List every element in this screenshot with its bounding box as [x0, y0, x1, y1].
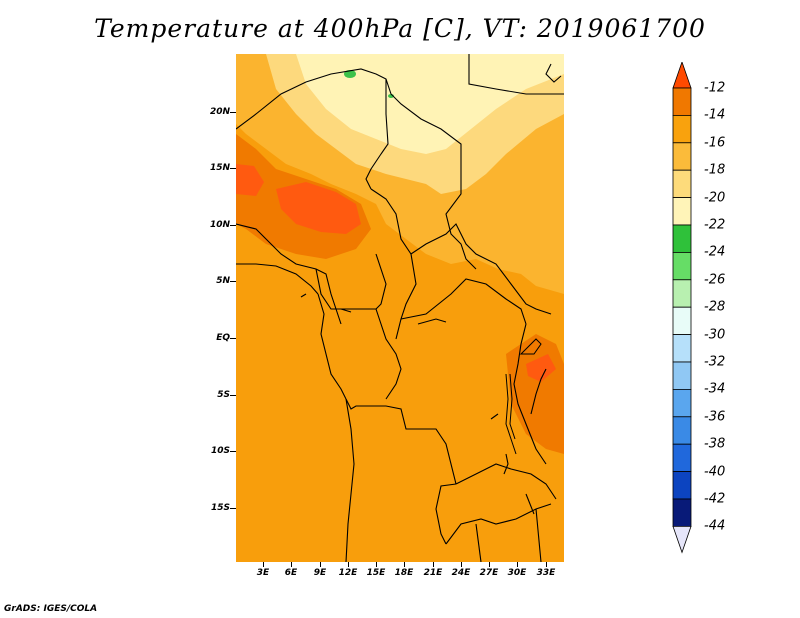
map-canvas — [236, 54, 564, 562]
lon-label-9e: 9E — [313, 568, 327, 578]
colorbar-swatch — [672, 361, 692, 390]
colorbar-label: -12 — [704, 80, 726, 96]
lon-label-33e: 33E — [536, 568, 556, 578]
colorbar-label: -44 — [704, 518, 726, 534]
field-hot-nigeria — [276, 182, 361, 234]
colorbar-swatch — [672, 388, 692, 418]
colorbar-cap-bottom — [672, 525, 692, 554]
colorbar-label: -16 — [704, 135, 726, 151]
field-hot-west — [236, 164, 264, 196]
colorbar-label: -20 — [704, 190, 726, 206]
lon-label-15e: 15E — [366, 568, 386, 578]
lat-tick — [230, 508, 236, 509]
colorbar-swatch — [672, 142, 692, 171]
lon-label-24e: 24E — [451, 568, 471, 578]
field-green-1 — [344, 70, 356, 78]
colorbar-swatch — [672, 498, 692, 527]
colorbar-swatch — [672, 279, 692, 308]
lat-label-10n: 10N — [209, 220, 230, 230]
lon-tick — [433, 562, 434, 567]
colorbar-label: -38 — [704, 436, 726, 452]
lat-tick — [230, 338, 236, 339]
lon-label-6e: 6E — [284, 568, 298, 578]
colorbar-label: -24 — [704, 244, 726, 260]
colorbar-label: -14 — [704, 107, 726, 123]
colorbar-swatch — [672, 334, 692, 363]
colorbar-swatch — [672, 87, 692, 116]
colorbar — [672, 60, 692, 562]
lat-tick — [230, 395, 236, 396]
lon-label-12e: 12E — [338, 568, 358, 578]
lat-label-eq: EQ — [216, 333, 230, 343]
colorbar-label: -22 — [704, 217, 726, 233]
lat-label-15s: 15S — [210, 503, 230, 513]
temperature-map — [236, 54, 564, 562]
lon-tick — [291, 562, 292, 567]
lat-label-5s: 5S — [217, 390, 230, 400]
lon-label-30e: 30E — [507, 568, 527, 578]
lon-tick — [489, 562, 490, 567]
lat-label-10s: 10S — [210, 446, 230, 456]
lon-tick — [461, 562, 462, 567]
colorbar-swatch — [672, 306, 692, 335]
coastline — [236, 263, 352, 400]
grads-credit: GrADS: IGES/COLA — [4, 604, 98, 614]
colorbar-label: -26 — [704, 272, 726, 288]
lakes — [417, 318, 542, 455]
colorbar-swatch — [672, 224, 692, 253]
colorbar-swatch — [672, 169, 692, 198]
colorbar-label: -18 — [704, 162, 726, 178]
lat-tick — [230, 168, 236, 169]
map-title: Temperature at 400hPa [C], VT: 201906170… — [94, 14, 706, 43]
lat-label-5n: 5N — [216, 276, 230, 286]
country-borders — [236, 54, 564, 562]
lon-label-18e: 18E — [394, 568, 414, 578]
colorbar-label: -30 — [704, 327, 726, 343]
lon-tick — [263, 562, 264, 567]
lon-label-21e: 21E — [423, 568, 443, 578]
colorbar-swatch — [672, 443, 692, 473]
lat-tick — [230, 112, 236, 113]
lat-tick — [230, 225, 236, 226]
colorbar-label: -42 — [704, 491, 726, 507]
colorbar-swatch — [672, 115, 692, 144]
field-pale — [296, 54, 564, 154]
colorbar-label: -40 — [704, 464, 726, 480]
colorbar-label: -34 — [704, 381, 726, 397]
lat-label-15n: 15N — [209, 163, 230, 173]
colorbar-cap-top — [672, 60, 692, 89]
colorbar-swatch — [672, 416, 692, 445]
colorbar-swatch — [672, 197, 692, 226]
colorbar-label: -32 — [704, 354, 726, 370]
lon-tick — [320, 562, 321, 567]
lon-tick — [546, 562, 547, 567]
lat-label-20n: 20N — [209, 107, 230, 117]
colorbar-swatch — [672, 251, 692, 281]
lon-tick — [376, 562, 377, 567]
lon-tick — [348, 562, 349, 567]
lat-tick — [230, 281, 236, 282]
lon-label-27e: 27E — [479, 568, 499, 578]
lat-tick — [230, 451, 236, 452]
lon-label-3e: 3E — [256, 568, 270, 578]
lon-tick — [517, 562, 518, 567]
colorbar-label: -28 — [704, 299, 726, 315]
colorbar-swatch — [672, 471, 692, 500]
colorbar-swatches — [672, 60, 692, 554]
colorbar-label: -36 — [704, 409, 726, 425]
lon-tick — [404, 562, 405, 567]
field-hot-east — [526, 354, 556, 382]
